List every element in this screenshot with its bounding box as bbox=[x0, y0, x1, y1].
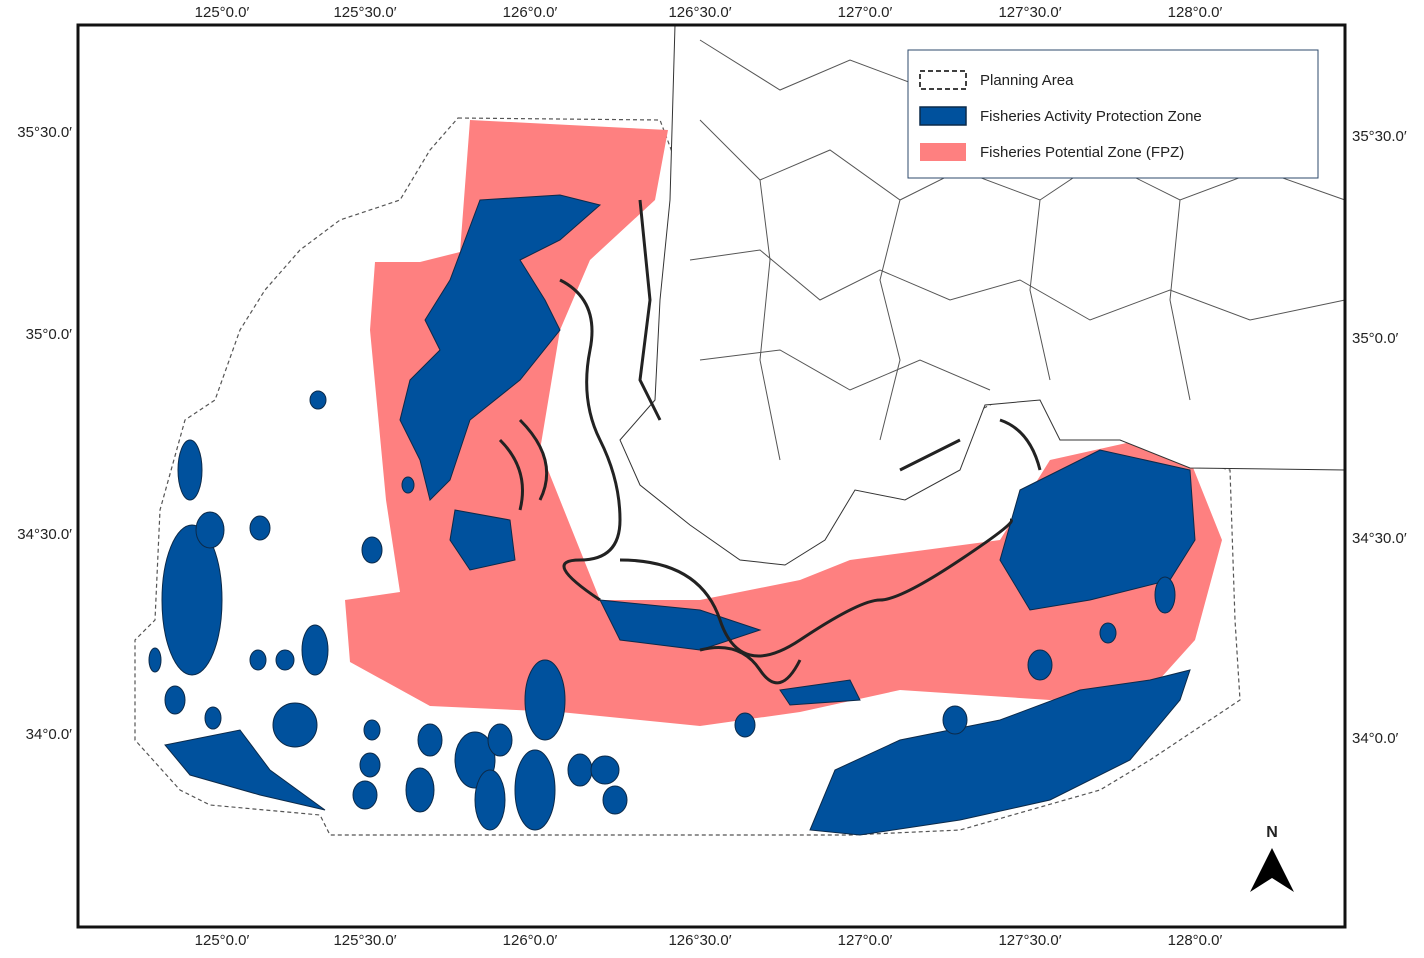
latitude-label: 34°30.0′ bbox=[17, 526, 72, 543]
longitude-label: 126°0.0′ bbox=[503, 4, 558, 21]
north-arrow bbox=[1250, 848, 1294, 892]
longitude-label: 127°30.0′ bbox=[998, 4, 1061, 21]
longitude-label: 128°0.0′ bbox=[1168, 4, 1223, 21]
legend-swatch bbox=[920, 143, 966, 161]
admin-boundaries bbox=[689, 39, 1346, 461]
latitude-label: 34°0.0′ bbox=[1352, 730, 1399, 747]
latitude-label: 35°30.0′ bbox=[1352, 128, 1407, 145]
longitude-label: 125°0.0′ bbox=[195, 932, 250, 949]
coastal-islands bbox=[498, 199, 1042, 685]
longitude-label: 125°30.0′ bbox=[333, 932, 396, 949]
latitude-label: 35°0.0′ bbox=[1352, 330, 1399, 347]
legend-swatch bbox=[919, 70, 967, 90]
longitude-label: 127°30.0′ bbox=[998, 932, 1061, 949]
legend-swatch bbox=[919, 106, 967, 126]
legend-label: Fisheries Potential Zone (FPZ) bbox=[980, 144, 1184, 161]
coordinate-labels: 125°0.0′ 125°0.0′ 125°30.0′ 125°30.0′ 126°0.… bbox=[17, 4, 1407, 949]
latitude-label: 35°30.0′ bbox=[17, 124, 72, 141]
latitude-label: 35°0.0′ bbox=[26, 326, 73, 343]
legend-box bbox=[907, 49, 1319, 179]
latitude-label: 34°0.0′ bbox=[26, 726, 73, 743]
longitude-label: 125°30.0′ bbox=[333, 4, 396, 21]
longitude-label: 126°30.0′ bbox=[668, 932, 731, 949]
longitude-label: 126°0.0′ bbox=[503, 932, 558, 949]
legend: Planning Area Fisheries Activity Protect… bbox=[907, 49, 1319, 179]
legend-label: Planning Area bbox=[980, 72, 1074, 89]
legend-label: Fisheries Activity Protection Zone bbox=[980, 108, 1202, 125]
longitude-label: 127°0.0′ bbox=[838, 4, 893, 21]
north-label: N bbox=[1266, 824, 1278, 841]
latitude-label: 34°30.0′ bbox=[1352, 530, 1407, 547]
protection-zones bbox=[148, 194, 1196, 836]
fpz-area bbox=[345, 120, 1222, 726]
longitude-label: 128°0.0′ bbox=[1168, 932, 1223, 949]
map-frame bbox=[76, 23, 1347, 929]
longitude-label: 126°30.0′ bbox=[668, 4, 731, 21]
longitude-label: 125°0.0′ bbox=[195, 4, 250, 21]
longitude-label: 127°0.0′ bbox=[838, 932, 893, 949]
